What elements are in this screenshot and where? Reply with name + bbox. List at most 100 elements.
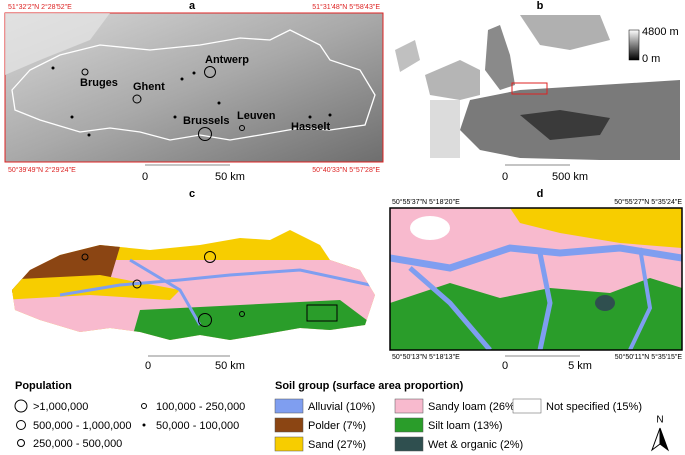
north-arrow: N	[650, 415, 670, 452]
soil-map	[12, 230, 375, 340]
inset-box	[306, 304, 338, 322]
coordinate: 50°50'11"N 5°35'15"E	[615, 353, 683, 361]
mountains	[520, 110, 610, 140]
study-area	[511, 82, 548, 95]
coordinate: 50°40'33"N 5°57'28"E	[312, 166, 380, 174]
legend-label: Polder (7%)	[308, 420, 366, 432]
sea	[5, 13, 110, 75]
legend-items: Alluvial (10%) Polder (7%) Sand (27%) Sandy…	[274, 398, 642, 452]
panel-a: a 51°32'2"N 2°28'52"E 51°31'48"N 5°58'43…	[4, 0, 384, 183]
map-frame	[389, 207, 683, 351]
city-marker	[204, 251, 216, 263]
city-marker	[81, 253, 89, 261]
coordinate: 50°55'27"N 5°35'24"E	[614, 198, 682, 206]
scale-label: 0	[142, 171, 148, 183]
legend-swatch	[394, 436, 424, 452]
coordinate: 51°32'2"N 2°28'52"E	[8, 3, 72, 11]
city-marker	[198, 313, 212, 327]
legend-label: Silt loam (13%)	[428, 420, 503, 432]
detail-map	[390, 208, 682, 350]
land	[425, 60, 480, 100]
legend-title: Population	[15, 380, 72, 392]
soil-legend: Soil group (surface area proportion) All…	[274, 380, 642, 452]
city-marker	[70, 115, 74, 119]
panel-label: a	[189, 0, 196, 12]
scale-label: 0	[145, 360, 151, 372]
city-label: Ghent	[133, 81, 165, 93]
land	[395, 40, 420, 72]
scale-label: 50 km	[215, 171, 245, 183]
city-marker	[239, 125, 245, 131]
soil-area	[537, 252, 553, 350]
land	[520, 15, 610, 50]
legend-swatch	[394, 417, 424, 433]
panel-label: b	[537, 0, 544, 12]
legend-swatch	[512, 398, 542, 414]
legend-label: Sandy loam (26%)	[428, 401, 519, 413]
legend-symbol	[142, 423, 146, 427]
legend-label: 50,000 - 100,000	[156, 420, 239, 432]
coordinate: 50°39'49"N 2°29'24"E	[8, 166, 76, 174]
land	[485, 25, 515, 90]
panel-c: c 0 50 km	[12, 188, 375, 372]
scale-label: 0	[502, 360, 508, 372]
soil-area	[390, 244, 682, 272]
colorbar	[628, 29, 640, 61]
soil-area	[628, 247, 653, 350]
soil-area	[595, 295, 615, 311]
arrow	[650, 427, 661, 452]
city-marker	[192, 71, 196, 75]
legend-label: Sand (27%)	[308, 439, 366, 451]
legend-label: Wet & organic (2%)	[428, 439, 523, 451]
city-marker	[217, 101, 221, 105]
city-marker	[51, 66, 55, 70]
legend-symbol	[17, 439, 25, 447]
panel-label: d	[537, 188, 544, 200]
city-marker	[328, 113, 332, 117]
panel-label: c	[189, 188, 195, 200]
legend-title: Soil group (surface area proportion)	[275, 380, 464, 392]
scale-label: 0	[502, 171, 508, 183]
legend-label: 250,000 - 500,000	[33, 438, 122, 450]
colorbar-label: 0 m	[642, 53, 660, 65]
colorbar-label: 4800 m	[642, 26, 679, 38]
legend-symbol	[141, 403, 147, 409]
city-label: Leuven	[237, 110, 276, 122]
city-marker	[308, 115, 312, 119]
city-marker	[132, 94, 142, 104]
legend-swatch	[274, 436, 304, 452]
legend-swatch	[274, 398, 304, 414]
legend-symbol	[14, 399, 28, 413]
soil-area	[129, 258, 202, 326]
city-marker	[198, 127, 212, 141]
legend-swatch	[394, 398, 424, 414]
city-label: Hasselt	[291, 121, 330, 133]
north-label: N	[656, 415, 663, 426]
region-outline	[11, 29, 376, 141]
scale-label: 500 km	[552, 171, 588, 183]
city-marker	[239, 311, 245, 317]
city-marker	[81, 68, 89, 76]
legend-swatch	[274, 417, 304, 433]
legend-label: Alluvial (10%)	[308, 401, 375, 413]
panel-b: b 4800 m 0 m 0 500 km	[395, 0, 680, 183]
panel-d: d 50°55'37"N 5°18'20"E 50°55'27"N 5°35'2…	[389, 188, 683, 372]
soil-area	[408, 266, 492, 350]
legend-label: >1,000,000	[33, 401, 88, 413]
city-marker	[132, 279, 142, 289]
legend-label: 500,000 - 1,000,000	[33, 420, 131, 432]
coordinate: 51°31'48"N 5°58'43"E	[312, 3, 380, 11]
city-label: Bruges	[80, 77, 118, 89]
arrow	[659, 427, 670, 452]
population-legend: Population >1,000,000 500,000 - 1,000,00…	[14, 380, 245, 450]
city-marker	[87, 133, 91, 137]
city-marker	[204, 66, 216, 78]
scale-label: 50 km	[215, 360, 245, 372]
city-label: Brussels	[183, 115, 229, 127]
coordinate: 50°55'37"N 5°18'20"E	[392, 198, 460, 206]
soil-area	[410, 216, 450, 240]
scale-label: 5 km	[568, 360, 592, 372]
legend-label: Not specified (15%)	[546, 401, 642, 413]
soil-area	[59, 268, 371, 297]
soil-area	[12, 275, 180, 300]
